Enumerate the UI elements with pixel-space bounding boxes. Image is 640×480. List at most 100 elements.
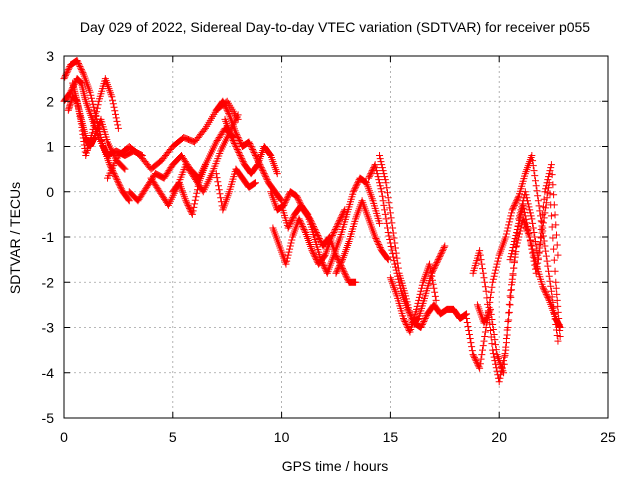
data-point-interp [510,259,518,267]
y-tick-label: -1 [42,229,55,245]
data-point-interp [472,357,480,365]
data-point-interp [186,206,194,214]
data-point-interp [257,162,265,170]
data-point [541,188,549,196]
data-point-interp [523,219,531,227]
data-point-interp [405,307,413,315]
data-point [463,314,471,322]
data-point-interp [230,139,238,147]
data-point-interp [115,180,123,188]
y-tick-label: -2 [42,274,55,290]
data-point-interp [505,221,513,229]
data-point [376,152,384,160]
data-point-interp [251,179,259,187]
series-track-22 [506,179,564,341]
data-point-interp [117,185,125,193]
data-point [399,314,407,322]
data-point-interp [538,229,546,237]
data-point-interp [383,219,391,227]
x-tick-label: 15 [383,429,399,445]
tick-label-layer: 0 5 10 15 20 25 -5 -4 -3 -2 -1 0 1 2 3 [42,48,616,445]
data-point [554,251,562,259]
data-point-interp [487,310,495,318]
data-point-interp [113,176,121,184]
data-point-interp [432,260,440,268]
data-point-interp [340,268,348,276]
data-point-interp [548,293,556,301]
data-point [384,228,392,236]
data-point-interp [333,222,341,230]
data-point-interp [185,203,193,211]
data-point-interp [540,237,548,245]
data-point-interp [251,150,259,158]
data-point-interp [532,182,540,190]
data-point-interp [479,342,487,350]
data-point-interp [529,224,537,232]
data-point-interp [543,257,551,265]
data-point-interp [415,293,423,301]
data-point-interp [514,222,522,230]
data-point [258,165,266,173]
data-point-interp [545,173,553,181]
data-point-interp [300,225,308,233]
data-point-interp [488,340,496,348]
data-point-interp [339,209,347,217]
data-point-interp [391,239,399,247]
data-point-interp [232,143,240,150]
data-point-interp [222,105,230,113]
data-point-interp [553,326,561,334]
data-point-interp [481,328,489,336]
data-point-interp [487,288,495,296]
y-tick-label: 3 [46,48,54,64]
data-point-interp [405,304,413,312]
data-point-interp [89,100,97,108]
data-point-interp [534,259,542,267]
data-point [528,215,536,223]
data-point-interp [492,263,500,271]
data-point-interp [64,67,72,75]
data-point-interp [420,316,428,324]
data-point-interp [513,225,521,233]
data-point-interp [554,302,562,310]
data-point-interp [220,99,228,107]
data-point-interp [233,130,241,138]
data-point-interp [502,230,510,238]
data-point [114,124,122,132]
data-point [228,133,236,141]
data-point-interp [297,219,305,227]
data-point-interp [296,218,304,226]
data-point [73,57,81,65]
data-point-interp [236,136,244,144]
data-point-interp [494,254,502,262]
data-point [376,219,384,227]
data-point-interp [503,227,511,235]
data-point-interp [549,234,557,242]
data-point [526,233,534,241]
data-point-interp [299,222,307,230]
data-point-interp [546,277,554,285]
data-point-interp [230,138,238,146]
data-point-interp [381,176,389,184]
data-point-interp [535,249,543,257]
data-point-interp [546,167,554,175]
y-axis-label: SDTVAR / TECUs [7,182,23,294]
data-point [251,152,259,160]
data-point-interp [553,332,561,340]
data-point-interp [76,63,84,71]
data-point-interp [283,194,291,202]
data-point-interp [190,203,198,211]
data-point-interp [200,126,208,134]
data-point-interp [465,331,473,339]
data-point [284,224,292,232]
data-point-interp [351,185,359,193]
data-point [495,378,503,386]
data-point-interp [367,170,375,178]
data-point-interp [545,184,553,192]
data-point-interp [422,313,430,321]
data-point [476,247,484,255]
data-point-interp [542,204,550,212]
data-point-interp [354,179,362,187]
data-point-interp [433,259,441,267]
data-point-interp [545,272,553,280]
data-point-interp [555,314,563,322]
